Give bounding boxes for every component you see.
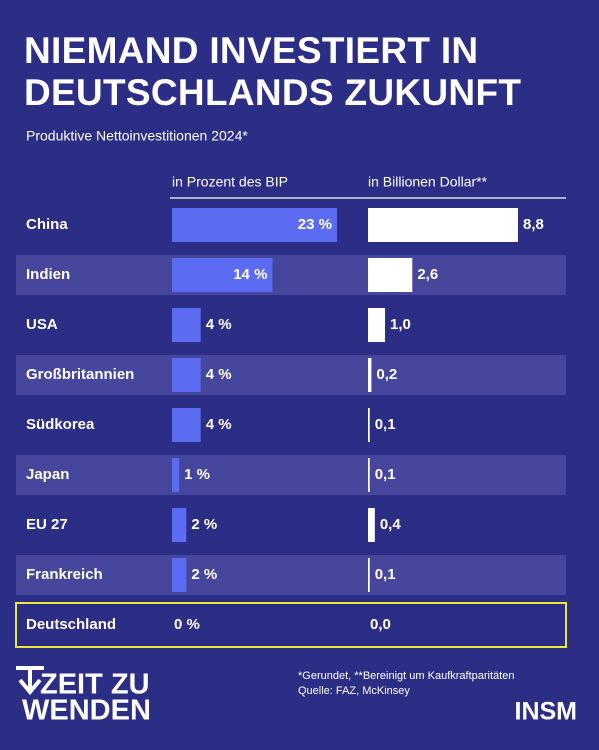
row-stripe — [16, 355, 566, 395]
bar — [172, 258, 273, 292]
value-label: 23 % — [298, 216, 332, 233]
category-label: EU 27 — [26, 516, 68, 533]
bar — [368, 358, 372, 392]
category-label: Großbritannien — [26, 366, 134, 383]
bar — [368, 508, 375, 542]
value-label: 8,8 — [523, 216, 544, 233]
bar — [172, 558, 187, 592]
row-stripe — [16, 455, 566, 495]
value-label: 0,1 — [375, 566, 396, 583]
value-label: 4 % — [206, 316, 232, 333]
value-label: 2 % — [191, 566, 217, 583]
logo-left: WENDEN — [22, 695, 151, 727]
chart-title: NIEMAND INVESTIERT IN DEUTSCHLANDS ZUKUN… — [24, 30, 522, 113]
category-label: Deutschland — [26, 616, 116, 633]
value-label: 0,4 — [380, 516, 402, 533]
highlight-box — [15, 602, 567, 648]
category-label: China — [26, 216, 68, 233]
value-label: 0,1 — [375, 466, 396, 483]
value-label: 1 % — [184, 466, 210, 483]
value-label: 2,6 — [417, 266, 438, 283]
value-label: 0,2 — [376, 366, 397, 383]
bar — [368, 408, 370, 442]
value-label: 4 % — [206, 416, 232, 433]
category-label: Indien — [26, 266, 70, 283]
footnote: *Gerundet, **Bereinigt um Kaufkraftparit… — [298, 670, 514, 682]
bar — [172, 308, 201, 342]
logo-arrow — [16, 666, 44, 696]
value-label: 0 % — [174, 616, 200, 633]
bar — [172, 458, 180, 492]
bar — [172, 508, 187, 542]
value-label: 0,1 — [375, 416, 396, 433]
bar — [172, 408, 201, 442]
bar — [172, 358, 201, 392]
value-label: 14 % — [233, 266, 267, 283]
source: Quelle: FAZ, McKinsey — [298, 685, 410, 697]
bar — [368, 308, 386, 342]
category-label: Frankreich — [26, 566, 103, 583]
logo-right: INSM — [515, 698, 578, 726]
value-label: 4 % — [206, 366, 232, 383]
legend-label: in Billionen Dollar** — [368, 174, 488, 190]
row-stripe — [16, 255, 566, 295]
value-label: 1,0 — [390, 316, 411, 333]
value-label: 2 % — [191, 516, 217, 533]
category-label: USA — [26, 316, 58, 333]
bar — [368, 558, 370, 592]
category-label: Südkorea — [26, 416, 95, 433]
category-label: Japan — [26, 466, 69, 483]
bar — [368, 458, 370, 492]
row-stripe — [16, 555, 566, 595]
value-label: 0,0 — [370, 616, 391, 633]
bar — [172, 208, 337, 242]
bar — [368, 258, 413, 292]
bar — [368, 208, 518, 242]
logo-left: ZEIT ZU — [40, 669, 150, 701]
legend-label: in Prozent des BIP — [172, 174, 288, 190]
subtitle: Produktive Nettoinvestitionen 2024* — [26, 128, 248, 144]
